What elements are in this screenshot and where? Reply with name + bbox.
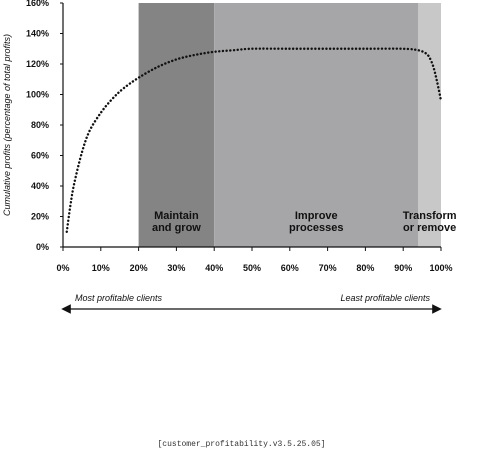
region-label-2-line2: or remove <box>403 222 456 234</box>
y-tick-label: 60% <box>31 151 49 161</box>
y-tick-label: 80% <box>31 120 49 130</box>
x-tick-label: 70% <box>319 263 337 273</box>
y-tick-label: 140% <box>26 29 49 39</box>
x-tick-label: 10% <box>92 263 110 273</box>
profit-curve <box>65 47 443 233</box>
region-label-1-line1: Improve <box>295 210 338 222</box>
profit-curve-line-0 <box>65 47 443 233</box>
x-tick-label: 0% <box>56 263 69 273</box>
x-tick-label: 30% <box>167 263 185 273</box>
x-tick-label: 100% <box>429 263 452 273</box>
x-tick-label: 40% <box>205 263 223 273</box>
region-label-0-line2: and grow <box>152 222 201 234</box>
most-profitable-label: Most profitable clients <box>75 293 163 303</box>
least-profitable-label: Least profitable clients <box>340 293 430 303</box>
region-band-1 <box>214 3 419 247</box>
region-label-2-line1: Transform <box>403 210 457 222</box>
y-tick-label: 120% <box>26 59 49 69</box>
y-tick-labels: 0% 20% 40% 60% 80% 100% 120% 140% 160% <box>26 0 63 252</box>
x-tick-labels: 0% 10% 20% 30% 40% 50% 60% 70% 80% 90% 100% <box>56 247 453 273</box>
x-tick-label: 60% <box>281 263 299 273</box>
x-tick-label: 50% <box>243 263 261 273</box>
region-band-2 <box>418 3 441 247</box>
version-tag: [customer_profitability.v3.5.25.05] <box>157 440 326 449</box>
y-tick-label: 0% <box>36 242 49 252</box>
region-label-0-line1: Maintain <box>154 210 199 222</box>
y-tick-label: 20% <box>31 212 49 222</box>
y-tick-label: 100% <box>26 90 49 100</box>
x-tick-label: 80% <box>356 263 374 273</box>
x-tick-label: 90% <box>394 263 412 273</box>
x-tick-label: 20% <box>130 263 148 273</box>
region-band-0 <box>138 3 215 247</box>
y-tick-label: 40% <box>31 181 49 191</box>
profitability-arrow: Most profitable clients Least profitable… <box>61 293 442 314</box>
y-axis-label: Cumulative profits (percentage of total … <box>2 34 12 216</box>
y-tick-label: 160% <box>26 0 49 8</box>
region-label-1-line2: processes <box>289 222 343 234</box>
region-bands <box>138 3 441 247</box>
